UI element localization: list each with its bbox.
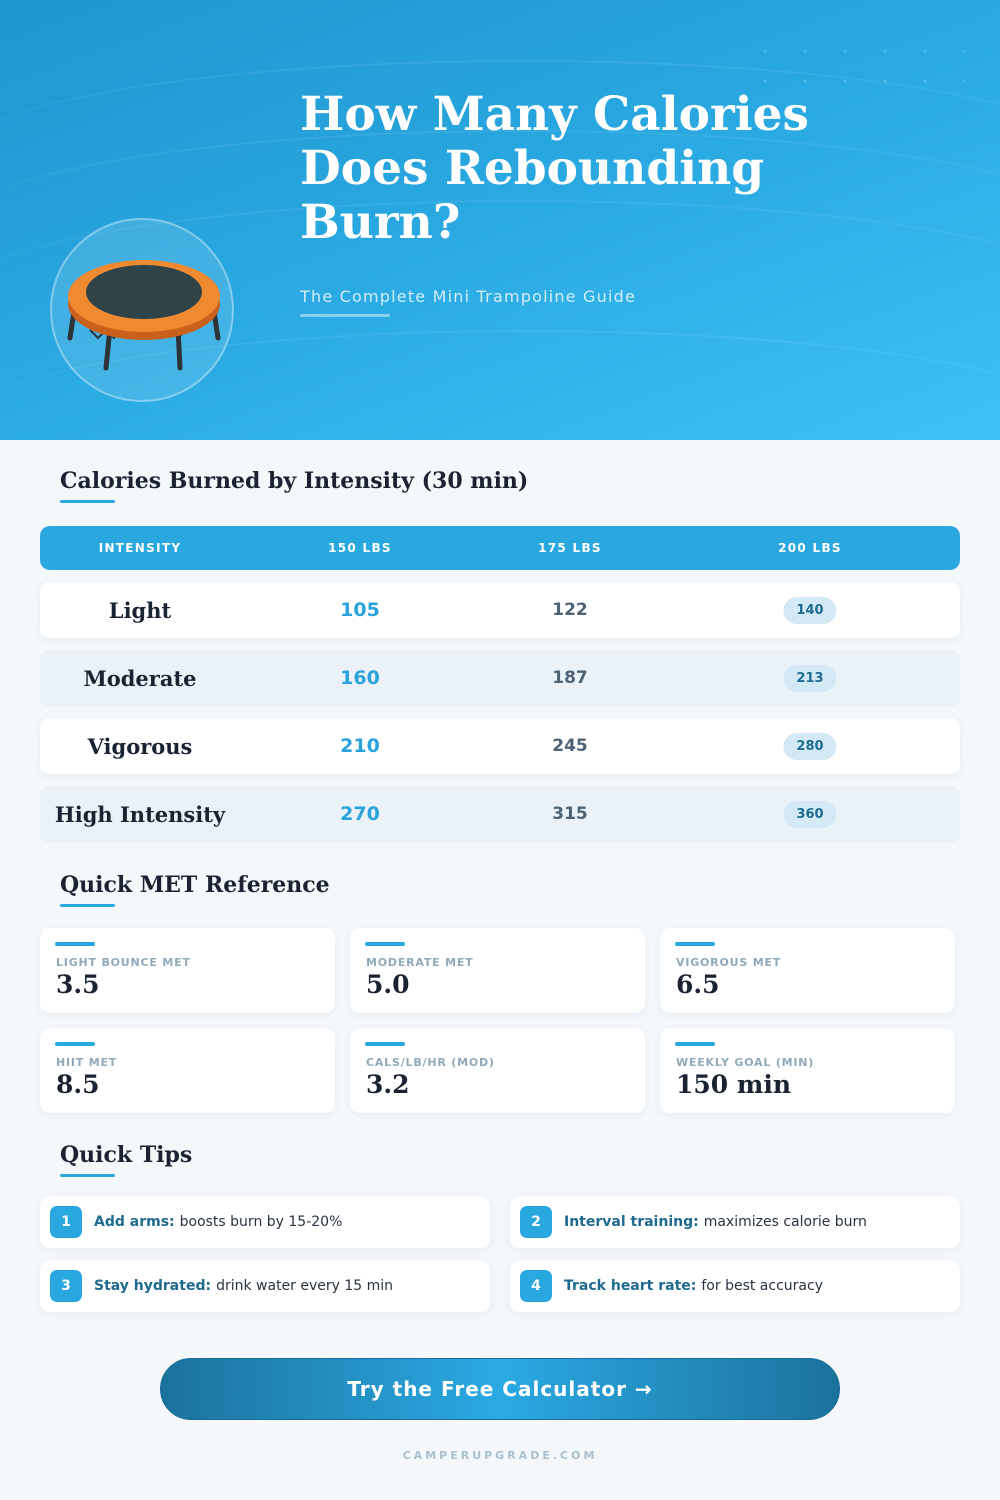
met-card: MODERATE MET 5.0 <box>350 928 645 1013</box>
value-200lbs-cell: 280 <box>783 718 837 774</box>
table-row: High Intensity 270 315 360 <box>40 786 960 842</box>
met-label: LIGHT BOUNCE MET <box>56 956 191 969</box>
met-value: 150 min <box>676 1070 792 1099</box>
decorative-dots <box>745 36 965 106</box>
tip-text: drink water every 15 min <box>216 1278 394 1294</box>
tip-item: 4 Track heart rate: for best accuracy <box>510 1260 960 1312</box>
mini-trampoline-icon <box>67 260 221 371</box>
tip-number-badge: 1 <box>50 1206 82 1238</box>
subtitle-underline <box>300 314 390 317</box>
met-label: VIGOROUS MET <box>676 956 782 969</box>
value-175lbs: 187 <box>552 668 588 688</box>
tip-text: maximizes calorie burn <box>703 1214 867 1230</box>
card-accent-bar <box>55 942 95 946</box>
value-175lbs: 122 <box>552 600 588 620</box>
heading-underline <box>60 904 115 907</box>
value-200lbs-cell: 213 <box>783 650 837 706</box>
met-label: WEEKLY GOAL (MIN) <box>676 1056 815 1069</box>
value-150lbs: 105 <box>340 599 380 621</box>
column-header-intensity: INTENSITY <box>98 541 182 555</box>
tip-number-badge: 3 <box>50 1270 82 1302</box>
met-card: CALS/LB/HR (MOD) 3.2 <box>350 1028 645 1113</box>
met-label: CALS/LB/HR (MOD) <box>366 1056 495 1069</box>
value-200lbs-cell: 140 <box>783 582 837 638</box>
met-value: 3.2 <box>366 1070 410 1099</box>
met-label: HIIT MET <box>56 1056 118 1069</box>
tip-item: 2 Interval training: maximizes calorie bur… <box>510 1196 960 1248</box>
tip-title: Add arms: <box>94 1214 175 1230</box>
value-200lbs-pill: 280 <box>783 732 837 760</box>
tip-number-badge: 4 <box>520 1270 552 1302</box>
card-accent-bar <box>365 1042 405 1046</box>
met-label: MODERATE MET <box>366 956 474 969</box>
table-row: Moderate 160 187 213 <box>40 650 960 706</box>
tip-item: 1 Add arms: boosts burn by 15-20% <box>40 1196 490 1248</box>
intensity-label: High Intensity <box>54 801 226 827</box>
card-accent-bar <box>675 1042 715 1046</box>
trampoline-illustration <box>50 218 234 402</box>
value-200lbs-pill: 360 <box>783 800 837 828</box>
try-calculator-button[interactable]: Try the Free Calculator → <box>160 1358 840 1420</box>
value-200lbs-pill: 140 <box>783 596 837 624</box>
footer-site-name: CAMPERUPGRADE.COM <box>402 1449 598 1462</box>
met-card: HIIT MET 8.5 <box>40 1028 335 1113</box>
page-title: How Many Calories Does Rebounding Burn? <box>300 87 809 250</box>
page-subtitle: The Complete Mini Trampoline Guide <box>300 287 637 306</box>
tips-heading: Quick Tips <box>60 1142 193 1168</box>
value-200lbs-cell: 360 <box>783 786 837 842</box>
card-accent-bar <box>55 1042 95 1046</box>
met-card: WEEKLY GOAL (MIN) 150 min <box>660 1028 955 1113</box>
decorative-wave <box>0 60 1000 260</box>
tip-title: Track heart rate: <box>564 1278 697 1294</box>
met-value: 3.5 <box>56 970 100 999</box>
table-header: INTENSITY 150 LBS 175 LBS 200 LBS <box>40 526 960 570</box>
met-value: 5.0 <box>366 970 410 999</box>
met-reference-heading: Quick MET Reference <box>60 872 330 898</box>
value-150lbs: 270 <box>340 803 380 825</box>
tip-title: Stay hydrated: <box>94 1278 212 1294</box>
met-card: LIGHT BOUNCE MET 3.5 <box>40 928 335 1013</box>
met-card: VIGOROUS MET 6.5 <box>660 928 955 1013</box>
decorative-wave <box>0 200 1000 400</box>
tip-title: Interval training: <box>564 1214 699 1230</box>
tip-text: for best accuracy <box>701 1278 823 1294</box>
value-175lbs: 315 <box>552 804 588 824</box>
value-175lbs: 245 <box>552 736 588 756</box>
intensity-label: Light <box>108 597 172 623</box>
decorative-wave <box>0 130 1000 330</box>
table-row: Light 105 122 140 <box>40 582 960 638</box>
met-value: 8.5 <box>56 1070 100 1099</box>
intensity-label: Moderate <box>83 665 197 691</box>
hero-banner: How Many Calories Does Rebounding Burn? … <box>0 0 1000 440</box>
value-150lbs: 160 <box>340 667 380 689</box>
decorative-wave <box>0 330 1000 440</box>
tip-text: boosts burn by 15-20% <box>179 1214 343 1230</box>
value-150lbs: 210 <box>340 735 380 757</box>
heading-underline <box>60 500 115 503</box>
heading-underline <box>60 1174 115 1177</box>
card-accent-bar <box>675 942 715 946</box>
column-header-175lbs: 175 LBS <box>538 541 602 555</box>
tip-number-badge: 2 <box>520 1206 552 1238</box>
met-value: 6.5 <box>676 970 720 999</box>
value-200lbs-pill: 213 <box>783 664 837 692</box>
card-accent-bar <box>365 942 405 946</box>
column-header-200lbs: 200 LBS <box>778 541 842 555</box>
intensity-label: Vigorous <box>87 733 193 759</box>
table-row: Vigorous 210 245 280 <box>40 718 960 774</box>
column-header-150lbs: 150 LBS <box>328 541 392 555</box>
tip-item: 3 Stay hydrated: drink water every 15 min <box>40 1260 490 1312</box>
calories-table-heading: Calories Burned by Intensity (30 min) <box>60 468 529 494</box>
